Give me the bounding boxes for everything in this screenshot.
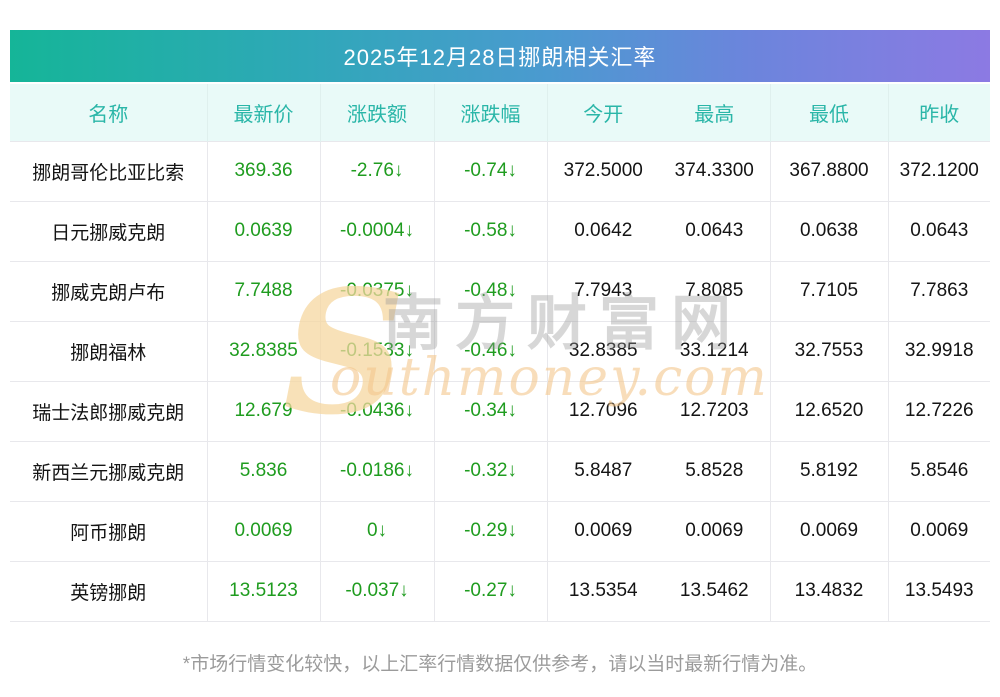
cell-value: -0.74↓ (434, 140, 548, 201)
cell-currency-pair-name: 新西兰元挪威克朗 (10, 440, 208, 501)
table-row: 阿币挪朗 0.0069 0↓ -0.29↓ 0.0069 0.0069 0.0069 0.00… (10, 500, 990, 561)
cell-value: 0.0069 (547, 500, 659, 561)
cell-value: -0.037↓ (320, 560, 435, 622)
cell-value: 13.5123 (207, 560, 321, 622)
table-title-bar: 2025年12月28日挪朗相关汇率 (10, 30, 990, 82)
table-row: 瑞士法郎挪威克朗 12.679 -0.0436↓ -0.34↓ 12.7096 12.72… (10, 380, 990, 441)
cell-value: 0.0069 (888, 500, 990, 561)
column-header-1: 最新价 (207, 84, 321, 141)
cell-value: 0.0642 (547, 200, 659, 261)
cell-value: -0.32↓ (434, 440, 548, 501)
exchange-rate-table: 名称 最新价 涨跌额 涨跌幅 今开 最高 最低 昨收 挪朗哥伦比亚比索 369.36 -2.76↓… (10, 84, 990, 622)
cell-value: 33.1214 (659, 320, 771, 381)
table-row: 挪朗福林 32.8385 -0.1533↓ -0.46↓ 32.8385 33.1214 3… (10, 320, 990, 381)
cell-value: 0.0643 (659, 200, 771, 261)
cell-value: 5.8546 (888, 440, 990, 501)
cell-value: -0.27↓ (434, 560, 548, 622)
cell-value: 12.7203 (659, 380, 771, 441)
header-row: 名称 最新价 涨跌额 涨跌幅 今开 最高 最低 昨收 (10, 84, 990, 141)
cell-value: 5.8487 (547, 440, 659, 501)
cell-value: 374.3300 (659, 140, 771, 201)
cell-currency-pair-name: 阿币挪朗 (10, 500, 208, 561)
cell-value: 32.7553 (770, 320, 889, 381)
cell-value: -2.76↓ (320, 140, 435, 201)
cell-value: 13.4832 (770, 560, 889, 622)
cell-value: -0.46↓ (434, 320, 548, 381)
cell-value: 369.36 (207, 140, 321, 201)
column-header-4: 今开 (547, 84, 659, 141)
cell-value: 0.0639 (207, 200, 321, 261)
cell-value: 5.836 (207, 440, 321, 501)
column-header-3: 涨跌幅 (434, 84, 548, 141)
cell-value: 0.0643 (888, 200, 990, 261)
cell-value: 5.8528 (659, 440, 771, 501)
cell-value: -0.34↓ (434, 380, 548, 441)
cell-value: 7.8085 (659, 260, 771, 321)
table-body: 挪朗哥伦比亚比索 369.36 -2.76↓ -0.74↓ 372.5000 374.33… (10, 140, 990, 622)
cell-currency-pair-name: 挪朗福林 (10, 320, 208, 381)
cell-value: 0.0069 (770, 500, 889, 561)
cell-value: -0.29↓ (434, 500, 548, 561)
column-header-2: 涨跌额 (320, 84, 435, 141)
table-header: 名称 最新价 涨跌额 涨跌幅 今开 最高 最低 昨收 (10, 84, 990, 141)
cell-value: 12.7226 (888, 380, 990, 441)
footer-note: *市场行情变化较快，以上汇率行情数据仅供参考，请以当时最新行情为准。 (182, 654, 818, 675)
cell-value: 372.5000 (547, 140, 659, 201)
cell-value: 7.7488 (207, 260, 321, 321)
cell-value: -0.0186↓ (320, 440, 435, 501)
cell-currency-pair-name: 日元挪威克朗 (10, 200, 208, 261)
cell-value: 7.7863 (888, 260, 990, 321)
cell-value: 5.8192 (770, 440, 889, 501)
table-row: 挪威克朗卢布 7.7488 -0.0375↓ -0.48↓ 7.7943 7.8085 7.… (10, 260, 990, 321)
table-title: 2025年12月28日挪朗相关汇率 (343, 45, 657, 70)
cell-value: 0.0069 (207, 500, 321, 561)
cell-value: 13.5354 (547, 560, 659, 622)
cell-currency-pair-name: 挪威克朗卢布 (10, 260, 208, 321)
cell-value: -0.0375↓ (320, 260, 435, 321)
cell-value: 12.6520 (770, 380, 889, 441)
cell-value: 0.0069 (659, 500, 771, 561)
cell-value: 32.8385 (547, 320, 659, 381)
cell-value: -0.58↓ (434, 200, 548, 261)
cell-value: -0.0436↓ (320, 380, 435, 441)
cell-value: 32.9918 (888, 320, 990, 381)
cell-value: 13.5493 (888, 560, 990, 622)
table-row: 新西兰元挪威克朗 5.836 -0.0186↓ -0.32↓ 5.8487 5.8528 5… (10, 440, 990, 501)
table-row: 日元挪威克朗 0.0639 -0.0004↓ -0.58↓ 0.0642 0.0643 0.… (10, 200, 990, 261)
cell-value: 32.8385 (207, 320, 321, 381)
cell-value: -0.1533↓ (320, 320, 435, 381)
cell-currency-pair-name: 英镑挪朗 (10, 560, 208, 622)
column-header-7: 昨收 (888, 84, 990, 141)
cell-value: 12.7096 (547, 380, 659, 441)
cell-value: 0↓ (320, 500, 435, 561)
cell-value: 7.7105 (770, 260, 889, 321)
cell-value: 12.679 (207, 380, 321, 441)
column-header-6: 最低 (770, 84, 889, 141)
cell-value: 7.7943 (547, 260, 659, 321)
cell-value: 372.1200 (888, 140, 990, 201)
cell-currency-pair-name: 瑞士法郎挪威克朗 (10, 380, 208, 441)
cell-value: 0.0638 (770, 200, 889, 261)
column-header-0: 名称 (10, 84, 208, 141)
cell-value: 13.5462 (659, 560, 771, 622)
cell-value: 367.8800 (770, 140, 889, 201)
table-row: 挪朗哥伦比亚比索 369.36 -2.76↓ -0.74↓ 372.5000 374.33… (10, 140, 990, 201)
cell-currency-pair-name: 挪朗哥伦比亚比索 (10, 140, 208, 201)
cell-value: -0.48↓ (434, 260, 548, 321)
cell-value: -0.0004↓ (320, 200, 435, 261)
table-row: 英镑挪朗 13.5123 -0.037↓ -0.27↓ 13.5354 13.5462 13… (10, 560, 990, 622)
column-header-5: 最高 (659, 84, 771, 141)
